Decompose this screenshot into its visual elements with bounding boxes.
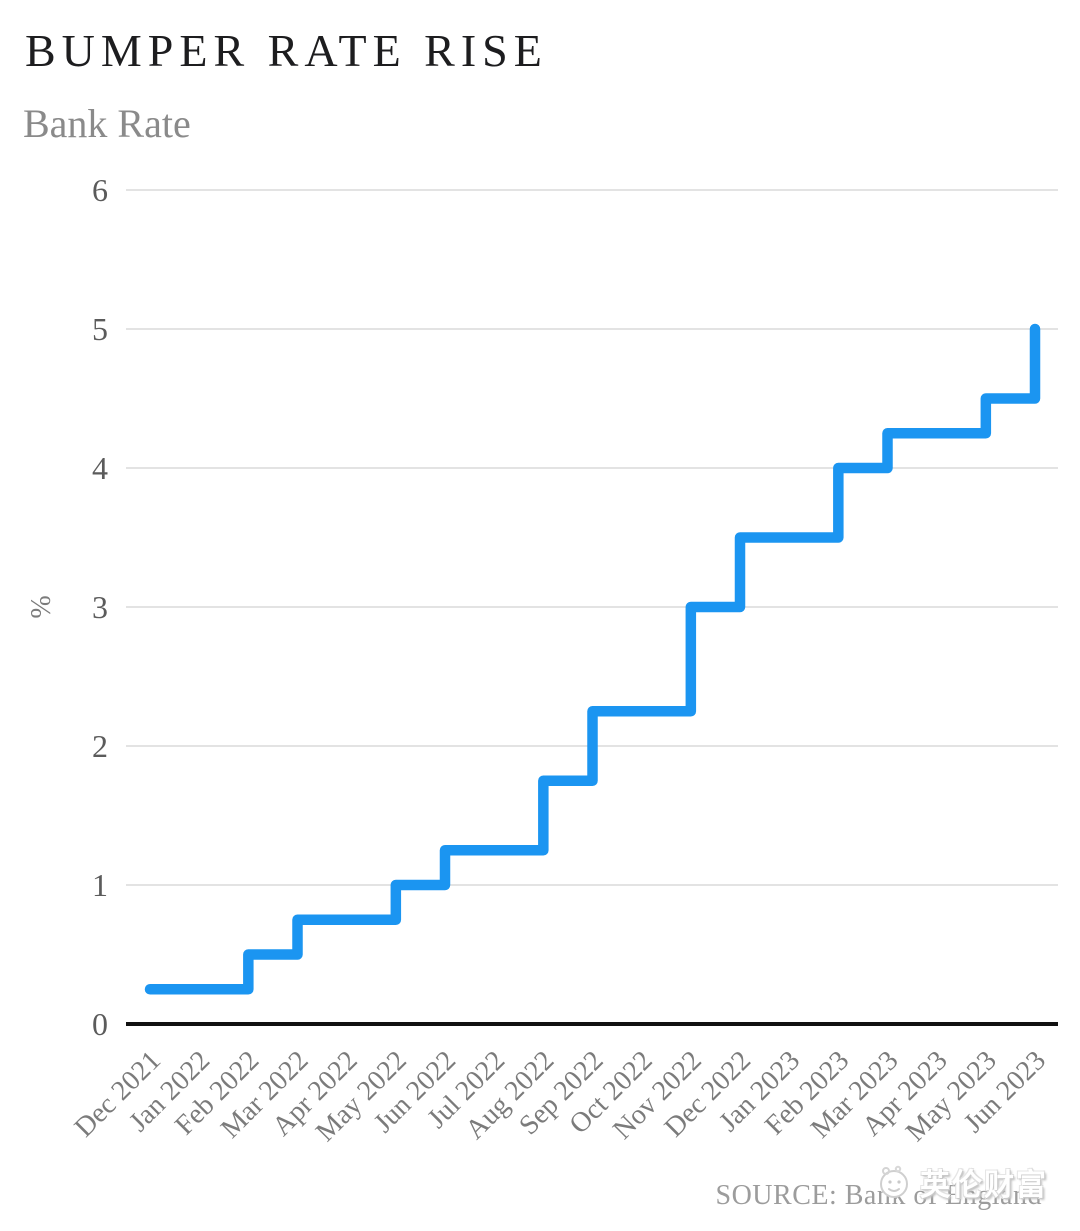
y-tick-label-2: 2 (92, 728, 108, 764)
y-tick-label-3: 3 (92, 589, 108, 625)
y-tick-label-0: 0 (92, 1006, 108, 1042)
y-tick-label-6: 6 (92, 172, 108, 208)
y-axis-label: % (26, 595, 57, 618)
y-tick-label-5: 5 (92, 311, 108, 347)
page-title: BUMPER RATE RISE (25, 25, 548, 76)
source-label: SOURCE: Bank of England (715, 1180, 1042, 1211)
y-tick-label-1: 1 (92, 867, 108, 903)
chart-subtitle: Bank Rate (23, 101, 191, 146)
bank-rate-line (144, 323, 1041, 995)
y-tick-label-4: 4 (92, 450, 108, 486)
